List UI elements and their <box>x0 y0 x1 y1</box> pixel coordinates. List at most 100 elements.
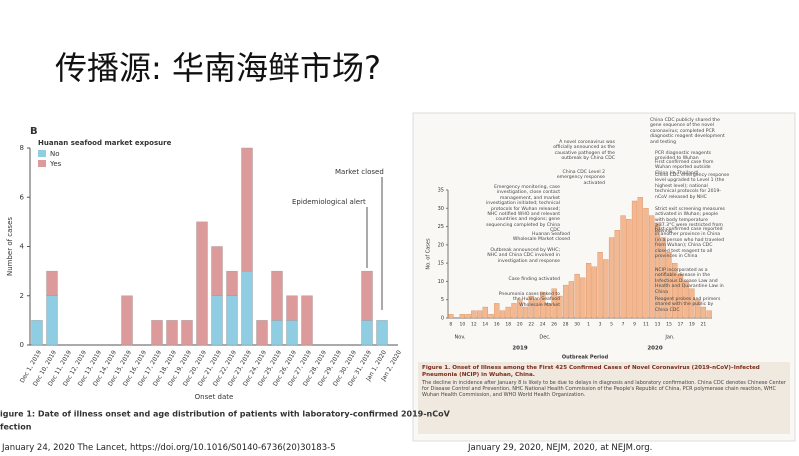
caption: Figure 1. Onset of Illness among the Fir… <box>422 365 760 378</box>
bar <box>620 215 626 319</box>
y-tick-label: 30 <box>438 206 444 212</box>
bar <box>241 147 253 272</box>
y-tick-label: 6 <box>20 193 25 201</box>
bar <box>585 262 592 319</box>
legend-label: No <box>50 150 60 158</box>
x-tick-label: 11 <box>643 322 649 328</box>
bar <box>597 252 603 319</box>
bar <box>448 314 454 319</box>
bar <box>700 306 707 319</box>
bar <box>666 252 672 319</box>
annotation: Huanan Seafood Wholesale Market closed <box>512 232 570 243</box>
bar <box>649 215 655 319</box>
y-axis-label: No. of Cases <box>426 238 432 270</box>
legend-title: Huanan seafood market exposure <box>38 139 172 147</box>
bar <box>46 270 58 296</box>
bar <box>376 320 388 346</box>
bar <box>637 197 643 319</box>
bar <box>471 310 477 319</box>
bar <box>528 295 534 319</box>
bar <box>271 320 283 346</box>
legend-swatch <box>38 150 46 157</box>
annotation: Emergency monitoring, case investigation… <box>486 185 560 234</box>
x-tick-label: 24 <box>540 322 546 328</box>
period-label: Nov. <box>455 335 466 341</box>
slide-title: 传播源: 华南海鲜市场? <box>55 49 381 87</box>
x-tick-label: 30 <box>574 322 580 328</box>
x-tick-label: 28 <box>563 322 569 328</box>
bar <box>551 288 557 319</box>
bar <box>522 306 529 319</box>
bar <box>706 310 712 319</box>
bar <box>361 270 373 321</box>
x-tick-label: 14 <box>482 322 488 328</box>
x-tick-label: 7 <box>622 322 625 328</box>
bar <box>211 246 223 296</box>
bar <box>286 320 298 346</box>
y-tick-label: 0 <box>441 316 444 322</box>
x-tick-label: 16 <box>494 322 500 328</box>
bar <box>301 295 313 346</box>
bar <box>211 295 223 346</box>
bar <box>563 284 569 319</box>
bar <box>488 314 494 319</box>
x-tick-label: 3 <box>599 322 602 328</box>
bar <box>608 237 615 319</box>
period-label: Jan. <box>664 335 675 341</box>
caption: igure 1: Date of illness onset and age d… <box>0 410 451 419</box>
source: January 29, 2020, NEJM, 2020, at NEJM.or… <box>468 443 653 453</box>
bar <box>654 222 661 319</box>
y-tick-label: 2 <box>20 292 24 300</box>
annotation: Market closed <box>335 168 384 176</box>
annotation: Strict exit screening measures activated… <box>655 207 725 234</box>
bar <box>226 295 238 346</box>
bar <box>226 270 238 296</box>
x-tick-label: 12 <box>471 322 477 328</box>
bar <box>459 314 465 319</box>
bar <box>151 320 163 346</box>
y-tick-label: 10 <box>438 279 444 285</box>
y-tick-label: 4 <box>20 243 25 251</box>
x-axis-label: Onset date <box>195 393 234 401</box>
x-tick-label: 17 <box>678 322 684 328</box>
bar <box>271 270 283 321</box>
annotation: China CDC Level 2 emergency response act… <box>556 170 605 186</box>
bar <box>545 303 552 319</box>
annotation: Pneumonia cases linked to the Huanan Sea… <box>498 292 560 308</box>
bar <box>534 299 540 319</box>
y-tick-label: 20 <box>438 242 444 248</box>
bar <box>677 273 684 319</box>
y-tick-label: 8 <box>20 144 24 152</box>
bar <box>511 303 517 319</box>
x-tick-label: 18 <box>505 322 511 328</box>
bar <box>499 310 506 319</box>
x-axis-label: Outbreak Period <box>562 355 609 361</box>
bar <box>626 219 632 319</box>
annotation: PCR diagnostic reagents provided to Wuha… <box>655 151 712 162</box>
bar <box>181 320 193 346</box>
bar <box>683 281 689 319</box>
legend-swatch <box>38 160 46 167</box>
x-tick-label: 26 <box>551 322 557 328</box>
x-tick-label: 1 <box>587 322 590 328</box>
bar <box>631 200 638 319</box>
bar <box>517 299 523 319</box>
period-label: Dec. <box>539 335 551 341</box>
year-label: 2020 <box>647 346 662 352</box>
annotation: First confirmed case from Wuhan reported… <box>655 160 714 176</box>
bar <box>196 221 208 346</box>
bar <box>31 320 43 346</box>
y-tick-label: 5 <box>441 297 444 303</box>
source: January 24, 2020 The Lancet, https://doi… <box>2 443 336 453</box>
x-tick-label: 9 <box>633 322 636 328</box>
bar <box>46 295 58 346</box>
x-tick-label: 10 <box>459 322 465 328</box>
x-tick-label: 22 <box>528 322 534 328</box>
caption: fection <box>0 423 32 432</box>
annotation: Reagent probes and primers shared with t… <box>655 297 721 313</box>
bar <box>256 320 268 346</box>
caption-box <box>418 362 790 434</box>
bar <box>166 320 178 346</box>
